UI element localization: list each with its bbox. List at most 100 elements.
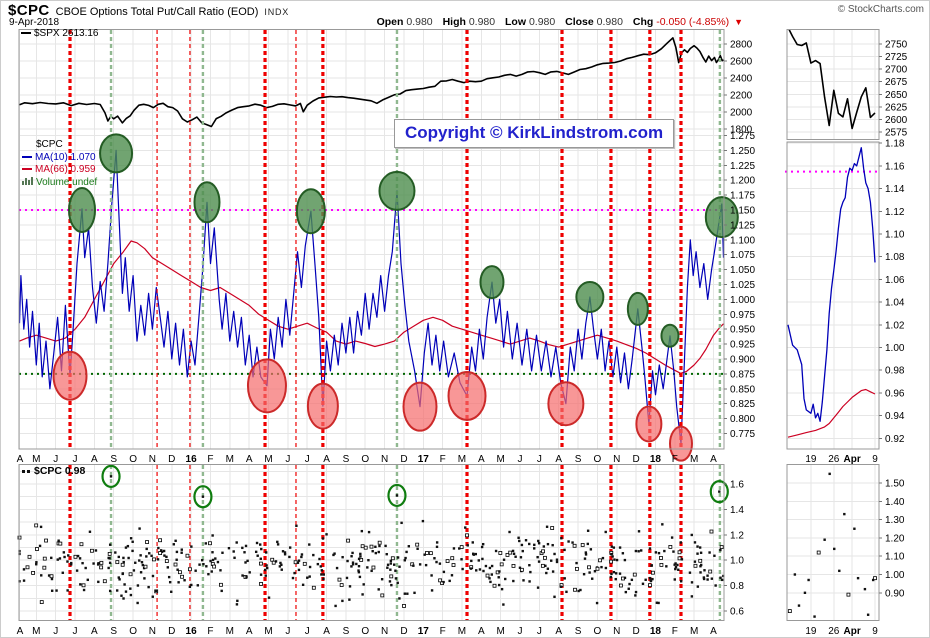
svg-text:2200: 2200	[730, 91, 753, 102]
svg-text:0.950: 0.950	[730, 325, 755, 336]
svg-text:1.30: 1.30	[885, 515, 905, 526]
svg-text:J: J	[53, 626, 58, 637]
svg-text:J: J	[518, 454, 523, 465]
svg-text:A: A	[17, 626, 24, 637]
svg-text:1800: 1800	[730, 125, 753, 136]
exchange: INDX	[264, 7, 290, 17]
svg-text:1.125: 1.125	[730, 220, 755, 231]
svg-text:0.94: 0.94	[885, 411, 905, 422]
ma10-line-swatch-icon	[22, 155, 32, 158]
spx-legend-label: $SPX 2613.16	[34, 28, 99, 39]
svg-text:18: 18	[650, 626, 662, 637]
svg-text:F: F	[672, 626, 678, 637]
svg-text:0.875: 0.875	[730, 369, 755, 380]
svg-text:A: A	[555, 626, 562, 637]
svg-text:O: O	[129, 626, 137, 637]
chg-label: Chg	[632, 16, 654, 28]
svg-text:2700: 2700	[885, 65, 908, 76]
symbol: $CPC	[8, 2, 50, 19]
svg-text:16: 16	[186, 626, 198, 637]
svg-text:M: M	[690, 454, 698, 465]
svg-text:2650: 2650	[885, 90, 908, 101]
svg-text:0.975: 0.975	[730, 310, 755, 321]
svg-text:1.06: 1.06	[885, 275, 905, 286]
chg-value: -0.050 (-4.85%)	[656, 16, 730, 28]
svg-text:0.900: 0.900	[730, 355, 755, 366]
svg-text:2675: 2675	[885, 77, 908, 88]
cpc-legend: $CPC MA(10) 1.070 MA(66) 0.959 Volume un…	[22, 139, 97, 189]
svg-text:1.275: 1.275	[730, 131, 755, 142]
svg-text:A: A	[91, 454, 98, 465]
svg-text:M: M	[264, 454, 272, 465]
main-put-call-chart: 2800 2600 2400 2200 2000 1800 1.275 1.250 1.225 1…	[13, 29, 783, 471]
svg-text:N: N	[149, 454, 156, 465]
svg-text:D: D	[632, 626, 639, 637]
cpc-legend-label: $CPC	[36, 139, 63, 150]
ma66-legend-label: MA(66) 0.959	[35, 164, 96, 175]
spx-legend: $SPX 2613.16	[21, 28, 99, 39]
svg-text:S: S	[575, 454, 582, 465]
svg-text:N: N	[381, 626, 388, 637]
svg-text:17: 17	[418, 626, 430, 637]
svg-text:0.96: 0.96	[885, 388, 905, 399]
svg-text:M: M	[458, 454, 466, 465]
svg-text:2600: 2600	[885, 115, 908, 126]
svg-text:9: 9	[872, 626, 878, 637]
svg-text:J: J	[305, 454, 310, 465]
chart-header: $CPC CBOE Options Total Put/Call Ratio (E…	[8, 2, 289, 20]
svg-text:0.800: 0.800	[730, 414, 755, 425]
svg-text:19: 19	[805, 626, 817, 637]
svg-text:A: A	[91, 626, 98, 637]
svg-text:O: O	[361, 454, 369, 465]
svg-text:2000: 2000	[730, 108, 753, 119]
open-label: Open	[376, 16, 404, 28]
svg-text:J: J	[285, 626, 290, 637]
svg-text:2400: 2400	[730, 74, 753, 85]
svg-text:2625: 2625	[885, 102, 908, 113]
svg-text:J: J	[518, 626, 523, 637]
svg-text:D: D	[168, 626, 175, 637]
svg-text:S: S	[110, 626, 117, 637]
svg-text:A: A	[323, 626, 330, 637]
svg-text:1.4: 1.4	[730, 505, 744, 516]
svg-text:1.18: 1.18	[885, 139, 905, 150]
svg-text:1.10: 1.10	[885, 552, 905, 563]
svg-text:S: S	[575, 626, 582, 637]
svg-text:0.92: 0.92	[885, 434, 905, 445]
svg-text:M: M	[32, 626, 40, 637]
svg-text:0.8: 0.8	[730, 581, 744, 592]
recent-zoom-chart: 2750 2725 2700 2675 2650 2625 2600 2575 1.18 1.16…	[783, 29, 929, 471]
svg-text:1.02: 1.02	[885, 320, 905, 331]
svg-text:D: D	[400, 626, 407, 637]
ma66-line-swatch-icon	[22, 168, 32, 171]
volume-bars-icon	[22, 176, 34, 190]
svg-text:1.050: 1.050	[730, 265, 755, 276]
svg-text:A: A	[710, 454, 717, 465]
svg-text:S: S	[343, 454, 350, 465]
svg-text:A: A	[478, 626, 485, 637]
svg-text:9: 9	[872, 454, 878, 465]
svg-text:26: 26	[828, 626, 840, 637]
low-label: Low	[505, 16, 527, 28]
svg-text:M: M	[32, 454, 40, 465]
svg-text:1.10: 1.10	[885, 230, 905, 241]
svg-text:Apr: Apr	[843, 454, 860, 465]
svg-text:1.00: 1.00	[885, 343, 905, 354]
close-label: Close	[565, 16, 594, 28]
svg-text:2600: 2600	[730, 57, 753, 68]
chart-title: CBOE Options Total Put/Call Ratio (EOD)	[55, 6, 259, 18]
svg-text:M: M	[458, 626, 466, 637]
ohlc-readout: Open 0.980 High 0.980 Low 0.980 Close 0.…	[377, 16, 743, 28]
high-value: 0.980	[468, 16, 496, 28]
svg-text:J: J	[73, 454, 78, 465]
svg-text:1.075: 1.075	[730, 250, 755, 261]
svg-text:1.250: 1.250	[730, 146, 755, 157]
svg-text:1.08: 1.08	[885, 252, 905, 263]
svg-text:1.200: 1.200	[730, 176, 755, 187]
svg-text:0.6: 0.6	[730, 607, 744, 618]
svg-text:1.50: 1.50	[885, 479, 905, 490]
svg-text:J: J	[73, 626, 78, 637]
svg-text:0.90: 0.90	[885, 588, 905, 599]
svg-text:1.14: 1.14	[885, 184, 905, 195]
